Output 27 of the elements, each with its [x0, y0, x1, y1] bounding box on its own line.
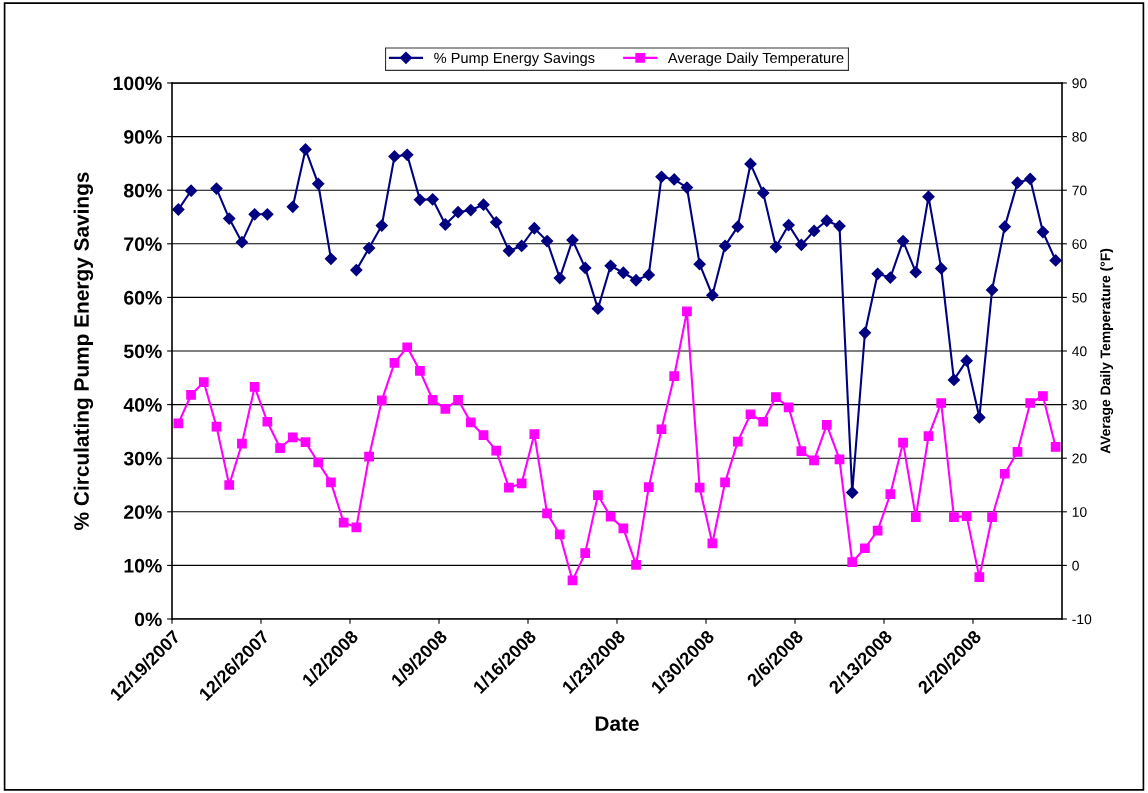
y2-tick-label: 60: [1072, 239, 1087, 249]
y2-tick-label: -10: [1072, 614, 1092, 625]
y2-tick-label: 90: [1072, 78, 1087, 89]
y2-axis-title: AVerage Daily Temperature (°F): [1100, 248, 1114, 454]
y2-tick-label: 40: [1072, 346, 1087, 357]
y2-tick-label: 20: [1072, 453, 1087, 464]
y2-tick-label: 50: [1072, 292, 1087, 303]
y-tick-label: 80%: [123, 183, 162, 198]
y-tick-label: 50%: [123, 344, 162, 359]
y-tick-label: 30%: [123, 451, 162, 466]
y-tick-label: 0%: [134, 612, 162, 627]
legend-label: Average Daily Temperature: [667, 52, 844, 66]
y-tick-label: 100%: [113, 76, 162, 91]
y2-tick-label: 80: [1072, 131, 1087, 142]
y2-tick-label: 0: [1072, 560, 1079, 571]
y-axis-title: % Circulating Pump Energy Savings: [73, 172, 94, 530]
y2-tick-label: 30: [1072, 399, 1087, 410]
legend-label: % Pump Energy Savings: [434, 52, 595, 66]
y-tick-label: 20%: [124, 505, 162, 520]
y-tick-label: 60%: [124, 290, 162, 305]
y-tick-label: 90%: [124, 130, 162, 144]
y2-tick-label: 70: [1072, 185, 1087, 196]
y-tick-label: 10%: [124, 558, 162, 573]
y-tick-label: 70%: [124, 237, 162, 252]
y-tick-label: 40%: [123, 398, 162, 412]
y2-tick-label: 10: [1072, 507, 1087, 517]
x-axis-title: Date: [595, 716, 639, 731]
